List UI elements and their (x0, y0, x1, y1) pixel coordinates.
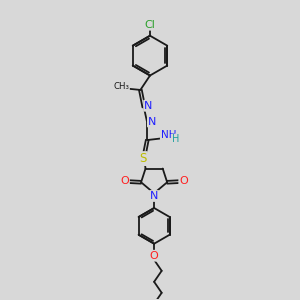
Text: NH: NH (161, 130, 176, 140)
Text: O: O (150, 251, 158, 261)
Text: N: N (148, 116, 156, 127)
Text: Cl: Cl (145, 20, 155, 30)
Text: N: N (144, 101, 152, 111)
Text: O: O (120, 176, 129, 186)
Text: CH₃: CH₃ (113, 82, 129, 91)
Text: H: H (172, 134, 179, 144)
Text: O: O (179, 176, 188, 186)
Text: S: S (140, 152, 147, 165)
Text: N: N (150, 191, 158, 201)
